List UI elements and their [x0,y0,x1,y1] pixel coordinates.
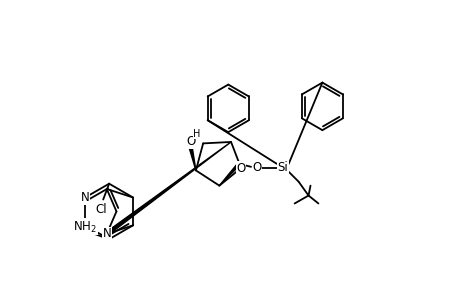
Text: O: O [252,161,261,174]
Text: O: O [236,161,245,175]
Text: N: N [81,219,90,232]
Text: N: N [81,191,90,204]
Text: O: O [186,135,195,148]
Text: Cl: Cl [95,203,107,216]
Text: N: N [102,227,111,240]
Polygon shape [106,142,230,235]
Polygon shape [219,163,240,186]
Text: Si: Si [277,161,287,174]
Text: H: H [193,129,200,139]
Polygon shape [189,148,196,170]
Text: NH$_2$: NH$_2$ [73,220,97,235]
